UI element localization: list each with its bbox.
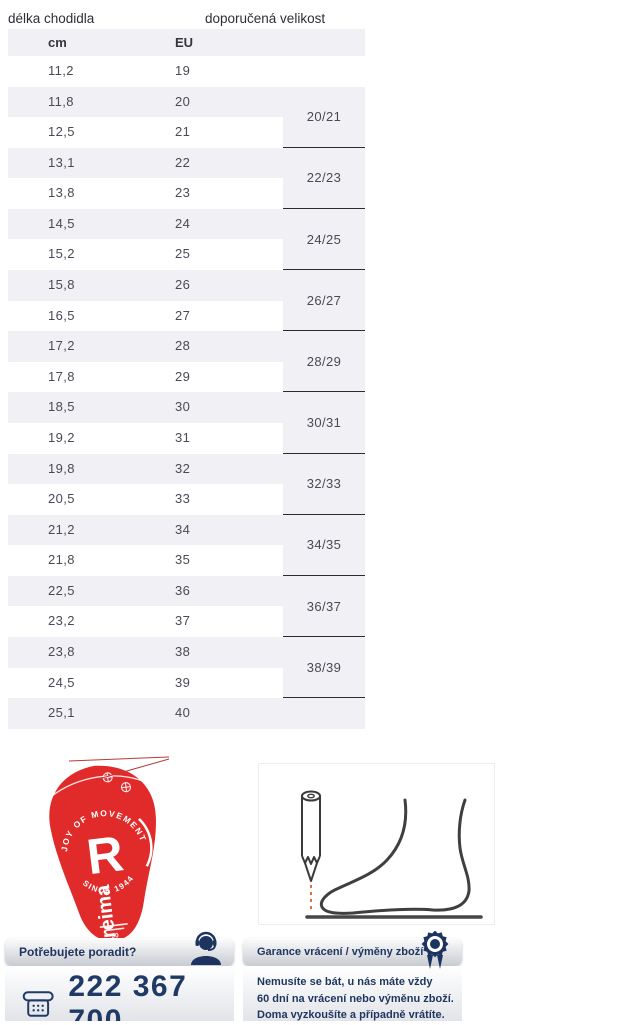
cell-eu-size: 27 — [175, 307, 191, 323]
guarantee-line: 60 dní na vrácení nebo výměnu zboží. — [257, 992, 454, 1005]
size-table: cm EU 11,2 19 11,8 20 12,5 21 13,1 22 13,8 23 14,5… — [8, 29, 365, 729]
cell-eu-size: 28 — [175, 338, 191, 354]
help-title: Potřebujete poradit? — [19, 945, 137, 959]
help-card-body: 222 367 700 222 367 700 — [5, 966, 234, 1021]
table-header: cm EU — [8, 29, 365, 56]
cell-foot-length-cm: 21,8 — [48, 552, 75, 568]
recommended-size-group-partial — [283, 698, 365, 729]
recommended-size-group: 34/35 — [283, 514, 365, 577]
cell-eu-size: 38 — [175, 643, 191, 659]
logo-letter: R — [84, 825, 127, 885]
table-row: 19,2 31 — [8, 423, 365, 454]
cell-eu-size: 19 — [175, 63, 191, 78]
table-row: 24,5 39 — [8, 668, 365, 699]
insole-image: JOY OF MOVEMENT SINCE 1944 R reima 90 — [49, 756, 170, 941]
recommended-size-group: 38/39 — [283, 637, 365, 699]
recommended-size-title: doporučená velikost — [205, 11, 326, 26]
guarantee-card-body: Nemusíte se bát, u nás máte vždy 60 dní … — [243, 966, 462, 1021]
size-groups-column: 20/21 22/23 24/25 26/27 28/29 30/31 32/33 34/35… — [283, 56, 365, 729]
column-header-cm: cm — [48, 35, 67, 50]
cell-foot-length-cm: 19,8 — [48, 460, 75, 476]
help-card: Potřebujete poradit? 222 367 700 — [5, 931, 234, 1021]
recommended-size-group: 24/25 — [283, 208, 365, 271]
cell-eu-size: 20 — [175, 93, 191, 109]
phone-icon — [22, 991, 54, 1017]
table-row: 11,2 19 — [8, 56, 365, 87]
cell-foot-length-cm: 21,2 — [48, 521, 75, 537]
cell-eu-size: 21 — [175, 124, 191, 140]
cell-eu-size: 30 — [175, 399, 191, 415]
cell-foot-length-cm: 24,5 — [48, 674, 75, 690]
cell-eu-size: 35 — [175, 552, 191, 568]
phone-number: 222 367 700 — [68, 970, 188, 1021]
support-person-icon — [191, 931, 221, 965]
cell-eu-size: 37 — [175, 613, 191, 629]
cell-foot-length-cm: 14,5 — [48, 215, 75, 231]
cell-foot-length-cm: 16,5 — [48, 307, 75, 323]
guarantee-card: Garance vrácení / výměny zboží Nemusíte … — [243, 931, 462, 1021]
insole-figure: JOY OF MOVEMENT SINCE 1944 R reima 90 15… — [5, 745, 240, 941]
cell-eu-size: 22 — [175, 154, 191, 170]
table-row: 21,8 35 — [8, 545, 365, 576]
cell-eu-size: 31 — [175, 429, 191, 445]
foot-length-title: délka chodidla — [8, 11, 95, 26]
table-row: 13,8 23 — [8, 178, 365, 209]
cell-eu-size: 24 — [175, 215, 191, 231]
cell-foot-length-cm: 17,2 — [48, 338, 75, 354]
cell-foot-length-cm: 17,8 — [48, 368, 75, 384]
recommended-size-group: 30/31 — [283, 392, 365, 454]
cell-foot-length-cm: 22,5 — [48, 582, 75, 598]
column-header-eu: EU — [175, 35, 194, 50]
cell-eu-size: 36 — [175, 582, 191, 598]
annotation-lines — [68, 756, 170, 781]
cell-eu-size: 33 — [175, 491, 191, 507]
cell-foot-length-cm: 15,8 — [48, 277, 75, 293]
cell-foot-length-cm: 12,5 — [48, 124, 75, 140]
recommended-size-group: 28/29 — [283, 331, 365, 393]
recommended-size-group: 32/33 — [283, 453, 365, 515]
pencil-icon — [301, 790, 321, 882]
table-row: 15,2 25 — [8, 239, 365, 270]
cell-eu-size: 32 — [175, 460, 191, 476]
cell-eu-size: 29 — [175, 368, 191, 384]
table-row: 12,5 21 — [8, 117, 365, 148]
cell-eu-size: 39 — [175, 674, 191, 690]
cell-foot-length-cm: 23,2 — [48, 613, 75, 629]
recommended-size-group: 22/23 — [283, 147, 365, 209]
table-row: 17,8 29 — [8, 362, 365, 393]
cell-foot-length-cm: 25,1 — [48, 705, 75, 721]
insole-shape — [49, 765, 156, 941]
cell-eu-size: 23 — [175, 185, 191, 201]
guarantee-title: Garance vrácení / výměny zboží — [257, 946, 424, 958]
cell-foot-length-cm: 11,2 — [48, 63, 74, 78]
guarantee-line: Doma vyzkoušíte a případně vrátíte. — [257, 1009, 445, 1021]
cell-foot-length-cm: 13,8 — [48, 185, 75, 201]
foot-outline — [319, 798, 471, 915]
award-ribbon-icon — [421, 931, 449, 969]
cell-eu-size: 40 — [175, 705, 191, 721]
cell-eu-size: 25 — [175, 246, 191, 262]
table-row: 23,2 37 — [8, 606, 365, 637]
recommended-size-group: 26/27 — [283, 270, 365, 332]
insole-size-mark: 90 — [111, 932, 119, 940]
cell-foot-length-cm: 13,1 — [48, 154, 75, 170]
recommended-size-group: 20/21 — [283, 86, 365, 148]
table-row: 20,5 33 — [8, 484, 365, 515]
cell-foot-length-cm: 23,8 — [48, 643, 75, 659]
cell-foot-length-cm: 20,5 — [48, 491, 75, 507]
guarantee-line: Nemusíte se bát, u nás máte vždy — [257, 976, 433, 988]
recommended-size-group: 36/37 — [283, 576, 365, 638]
cell-eu-size: 34 — [175, 521, 191, 537]
cell-foot-length-cm: 15,2 — [48, 246, 75, 262]
cell-foot-length-cm: 19,2 — [48, 429, 75, 445]
cell-foot-length-cm: 11,8 — [48, 93, 74, 109]
cell-foot-length-cm: 18,5 — [48, 399, 75, 415]
cell-eu-size: 26 — [175, 277, 191, 293]
table-row: 16,5 27 — [8, 301, 365, 332]
foot-measuring-diagram — [258, 763, 495, 925]
